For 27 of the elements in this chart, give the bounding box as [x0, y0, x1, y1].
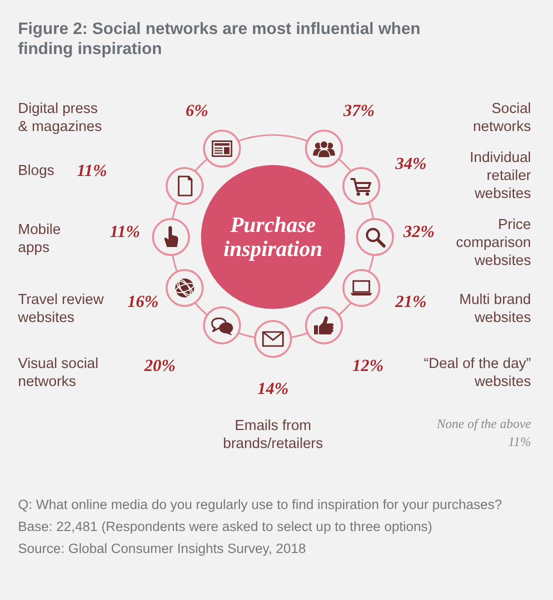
data-label: 11% [110, 222, 140, 241]
category-label: Price comparison websites [456, 217, 531, 269]
data-label: 37% [342, 101, 375, 120]
category-label: Blogs [18, 163, 54, 179]
data-label: 16% [127, 292, 159, 311]
text: Figure 2: Social networks are most influential when finding inspiration [18, 20, 421, 58]
data-label: 12% [352, 356, 384, 375]
category-label: Digital press & magazines [18, 101, 102, 135]
data-label: 32% [402, 222, 435, 241]
data-label: 11% [76, 161, 108, 180]
source-note: Source: Global Consumer Insights Survey, 2018 [18, 541, 306, 556]
category-label: Multi brand websites [459, 292, 531, 326]
text: None of the above 11% [436, 416, 532, 449]
data-label: 20% [143, 356, 176, 375]
data-label: 6% [186, 101, 208, 120]
category-label: “Deal of the day” websites [424, 356, 532, 390]
data-label: 14% [257, 379, 289, 398]
data-label: 34% [394, 154, 427, 173]
data-label: 21% [394, 292, 427, 311]
category-label: Social networks [472, 101, 531, 135]
text: Q: What online media do you regularly use to find inspiration for your purchases? [18, 497, 502, 512]
category-label: Travel review websites [17, 292, 104, 326]
category-label: Individual retailer websites [470, 150, 532, 202]
category-label: Mobile apps [18, 222, 61, 256]
category-label: Visual social networks [18, 356, 98, 390]
text: Base: 22,481 (Respondents were asked to select up to three options) [18, 519, 432, 534]
category-label: Emails from brands/retailers [223, 418, 323, 452]
